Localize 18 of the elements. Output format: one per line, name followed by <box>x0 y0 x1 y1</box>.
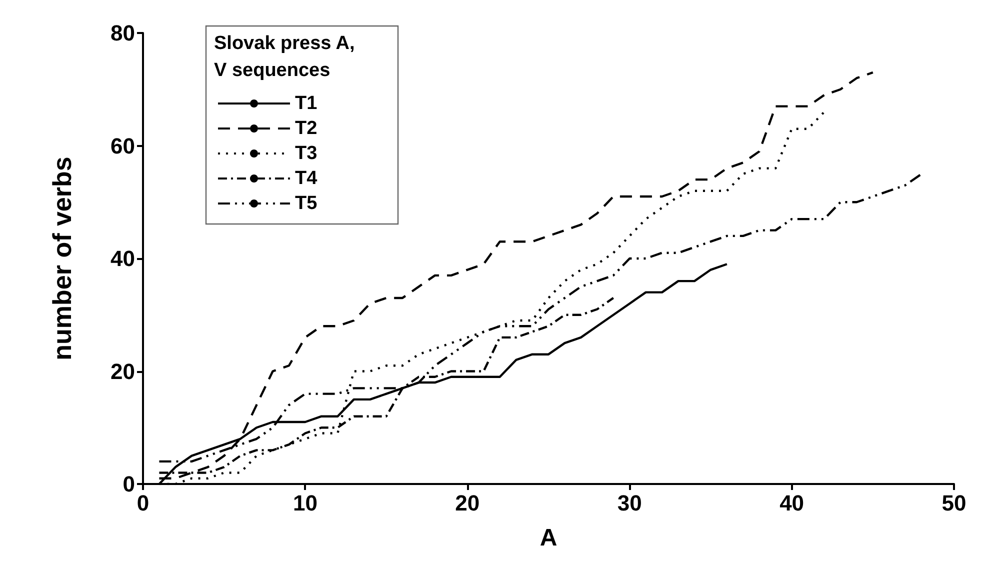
x-tick-label: 20 <box>455 490 480 516</box>
legend-label: T2 <box>295 118 318 139</box>
y-tick-label: 80 <box>110 20 135 46</box>
x-tick-label: 10 <box>292 490 318 516</box>
legend-label: T4 <box>295 168 318 189</box>
y-tick-label: 60 <box>110 133 135 158</box>
x-axis-title: A <box>540 524 558 552</box>
x-tick-label: 30 <box>617 490 642 516</box>
legend-label: T3 <box>295 143 318 164</box>
legend-label: T1 <box>295 93 318 114</box>
y-axis-title: number of verbs <box>47 156 77 360</box>
legend-title: Slovak press A,V sequences <box>214 33 355 81</box>
y-tick-label: 40 <box>110 246 135 271</box>
x-tick-label: 50 <box>942 490 966 516</box>
y-tick-label: 0 <box>122 472 135 496</box>
x-tick-label: 40 <box>780 490 804 516</box>
legend-label: T5 <box>295 193 318 214</box>
y-tick-label: 20 <box>110 358 135 384</box>
